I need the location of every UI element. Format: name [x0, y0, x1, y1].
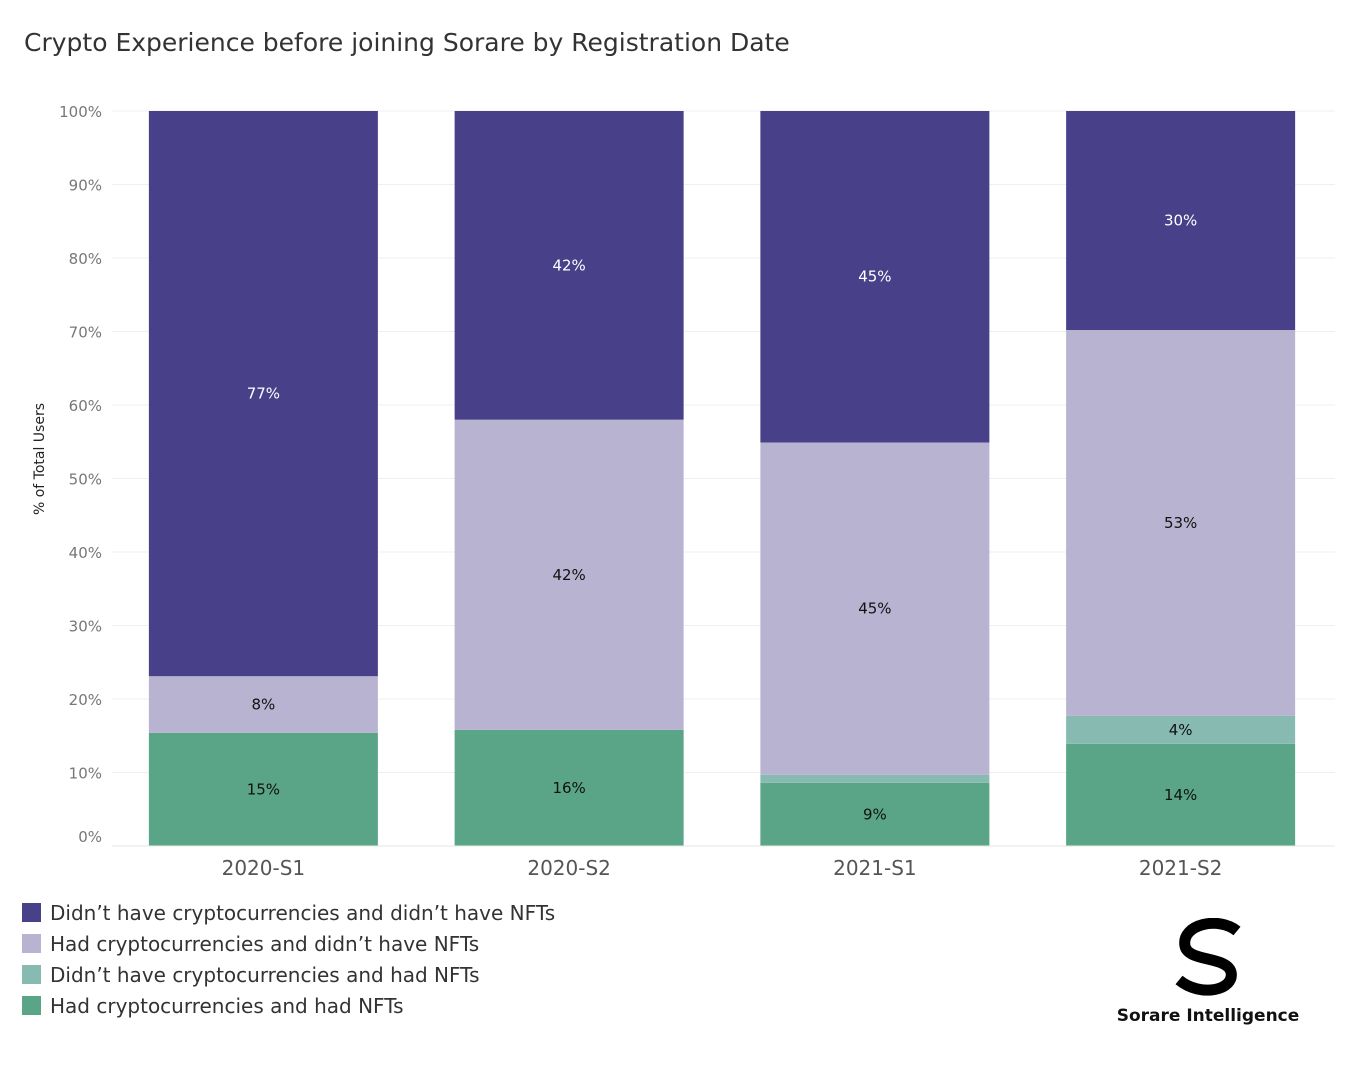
bar-segment	[454, 419, 684, 730]
y-tick-label: 30%	[69, 618, 102, 636]
bar-data-label: 14%	[1164, 786, 1197, 804]
y-tick-label: 50%	[69, 471, 102, 489]
y-tick-label: 70%	[69, 324, 102, 342]
legend-item: Didn’t have cryptocurrencies and had NFT…	[22, 959, 555, 990]
legend-label: Didn’t have cryptocurrencies and didn’t …	[50, 900, 556, 925]
bar-segment	[148, 111, 378, 677]
legend-label: Had cryptocurrencies and had NFTs	[50, 993, 404, 1018]
bar-segment	[760, 111, 990, 443]
legend-swatch	[22, 934, 41, 953]
x-tick-label: 2021-S1	[833, 856, 917, 880]
data-labels: 15% 8% 77% 16% 42% 42% 9% 45% 45% 14% 4% 53% 30%	[247, 212, 1198, 824]
x-tick-label: 2020-S1	[222, 856, 306, 880]
bar-data-label: 4%	[1169, 721, 1193, 739]
stacked-bar-chart: 0% 10% 20% 30% 40% 50% 60% 70% 80% 90% 100% % of T…	[32, 103, 1335, 880]
legend-label: Didn’t have cryptocurrencies and had NFT…	[50, 962, 480, 987]
y-axis-label: % of Total Users	[32, 403, 48, 515]
y-tick-label: 20%	[69, 691, 102, 709]
y-tick-label: 10%	[69, 765, 102, 783]
y-tick-label: 0%	[78, 828, 102, 846]
bar-segments	[148, 111, 1296, 846]
bar-data-label: 77%	[247, 385, 280, 403]
y-tick-label: 40%	[69, 544, 102, 562]
bar-data-label: 16%	[552, 779, 585, 797]
bar-segment	[454, 729, 684, 846]
legend-label: Had cryptocurrencies and didn’t have NFT…	[50, 931, 480, 956]
legend-item: Had cryptocurrencies and didn’t have NFT…	[22, 928, 555, 959]
bar-data-label: 42%	[552, 256, 585, 274]
bar-segment	[148, 676, 378, 733]
y-tick-label: 100%	[59, 103, 102, 121]
bar-data-label: 53%	[1164, 514, 1197, 532]
bar-segment	[1066, 715, 1296, 744]
y-tick-label: 60%	[69, 397, 102, 415]
brand-logo: Sorare Intelligence	[1112, 917, 1304, 1026]
bar-data-label: 42%	[552, 566, 585, 584]
bar-segment	[1066, 743, 1296, 846]
bar-segment	[454, 111, 684, 420]
legend-swatch	[22, 965, 41, 984]
y-tick-label: 90%	[69, 177, 102, 195]
bar-data-label: 45%	[858, 600, 891, 618]
bar-segment	[760, 442, 990, 775]
bar-segment	[760, 782, 990, 846]
y-tick-label: 80%	[69, 250, 102, 268]
bar-data-label: 45%	[858, 268, 891, 286]
legend-item: Didn’t have cryptocurrencies and didn’t …	[22, 897, 555, 928]
legend-swatch	[22, 996, 41, 1015]
bar-segment	[1066, 111, 1296, 331]
y-axis-ticks: 0% 10% 20% 30% 40% 50% 60% 70% 80% 90% 100%	[59, 103, 102, 846]
legend: Didn’t have cryptocurrencies and didn’t …	[22, 897, 555, 1021]
bar-segment	[1066, 330, 1296, 716]
bar-segment	[148, 732, 378, 846]
x-axis-ticks: 2020-S1 2020-S2 2021-S1 2021-S2	[222, 856, 1223, 880]
chart-title: Crypto Experience before joining Sorare …	[24, 28, 790, 57]
x-tick-label: 2020-S2	[527, 856, 611, 880]
brand-name: Sorare Intelligence	[1116, 1006, 1300, 1026]
legend-swatch	[22, 903, 41, 922]
bar-data-label: 8%	[251, 696, 275, 714]
sorare-logo-icon	[1175, 917, 1241, 996]
bar-data-label: 30%	[1164, 212, 1197, 230]
legend-item: Had cryptocurrencies and had NFTs	[22, 990, 555, 1021]
bar-segment	[760, 774, 990, 783]
bar-data-label: 15%	[247, 780, 280, 798]
x-tick-label: 2021-S2	[1139, 856, 1223, 880]
bar-data-label: 9%	[863, 805, 887, 823]
